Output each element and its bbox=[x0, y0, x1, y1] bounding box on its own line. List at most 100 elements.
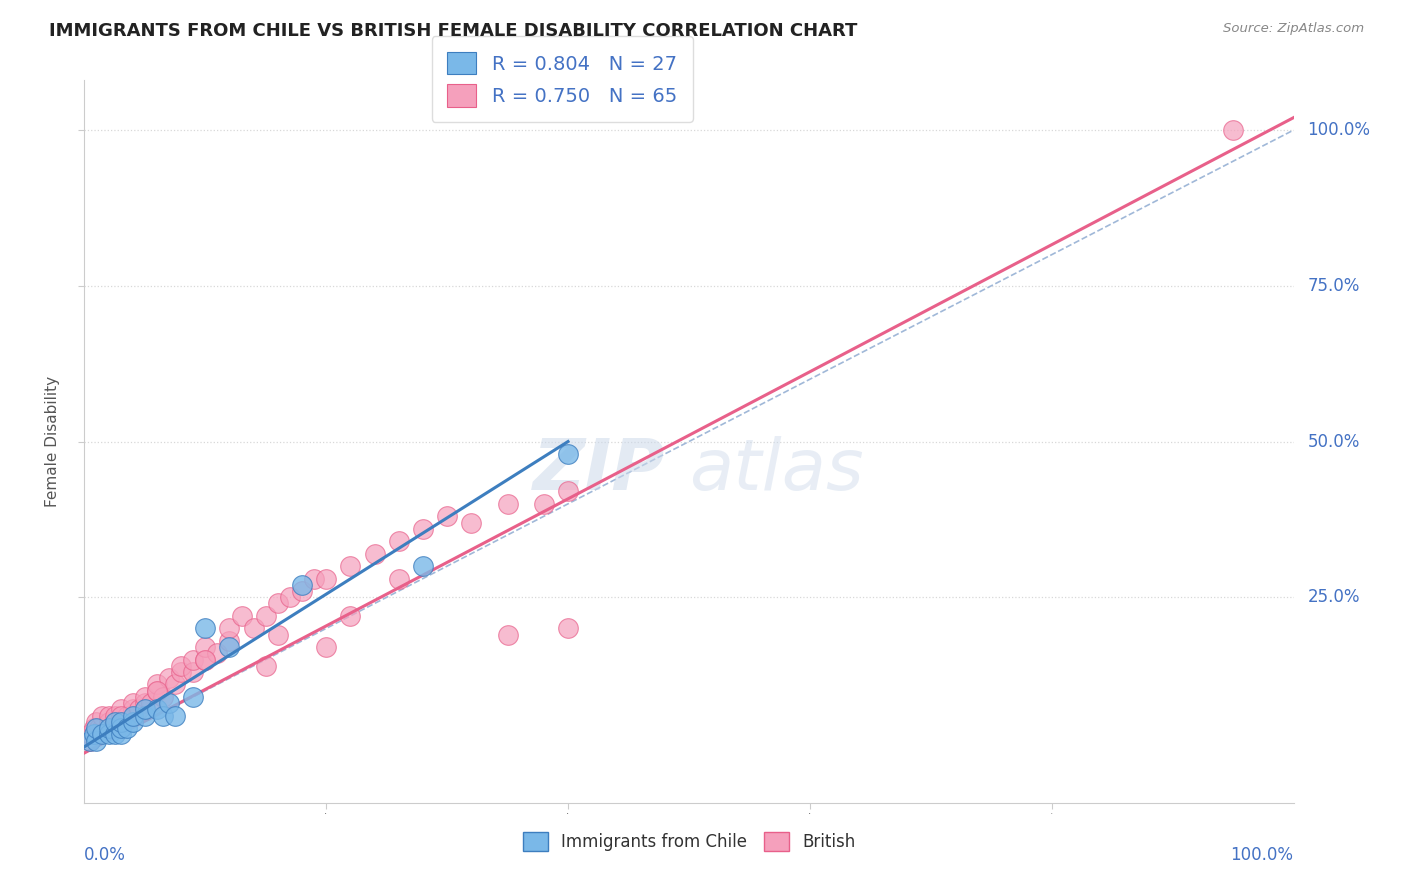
Text: Source: ZipAtlas.com: Source: ZipAtlas.com bbox=[1223, 22, 1364, 36]
Point bbox=[134, 702, 156, 716]
Point bbox=[110, 721, 132, 735]
Point bbox=[218, 633, 240, 648]
Point bbox=[91, 708, 114, 723]
Point bbox=[388, 534, 411, 549]
Point bbox=[146, 702, 169, 716]
Point bbox=[104, 727, 127, 741]
Point bbox=[496, 497, 519, 511]
Point bbox=[121, 696, 143, 710]
Point bbox=[165, 708, 187, 723]
Point bbox=[194, 652, 217, 666]
Point bbox=[412, 559, 434, 574]
Point bbox=[194, 652, 217, 666]
Y-axis label: Female Disability: Female Disability bbox=[45, 376, 60, 508]
Point bbox=[110, 708, 132, 723]
Point bbox=[110, 714, 132, 729]
Text: IMMIGRANTS FROM CHILE VS BRITISH FEMALE DISABILITY CORRELATION CHART: IMMIGRANTS FROM CHILE VS BRITISH FEMALE … bbox=[49, 22, 858, 40]
Point bbox=[533, 497, 555, 511]
Point bbox=[267, 627, 290, 641]
Point bbox=[128, 702, 150, 716]
Point bbox=[412, 522, 434, 536]
Point bbox=[97, 714, 120, 729]
Point bbox=[207, 646, 229, 660]
Point bbox=[302, 572, 325, 586]
Point bbox=[104, 714, 127, 729]
Point bbox=[115, 708, 138, 723]
Point bbox=[267, 597, 290, 611]
Point bbox=[79, 733, 101, 747]
Point bbox=[121, 708, 143, 723]
Point bbox=[218, 640, 240, 654]
Point bbox=[181, 652, 204, 666]
Point bbox=[139, 696, 162, 710]
Point bbox=[388, 572, 411, 586]
Point bbox=[152, 690, 174, 704]
Point bbox=[363, 547, 385, 561]
Point bbox=[339, 609, 361, 624]
Point bbox=[86, 733, 108, 747]
Point bbox=[436, 509, 458, 524]
Point bbox=[86, 727, 108, 741]
Point bbox=[254, 609, 277, 624]
Point bbox=[104, 708, 127, 723]
Point bbox=[83, 721, 105, 735]
Point bbox=[339, 559, 361, 574]
Point bbox=[97, 727, 120, 741]
Point bbox=[86, 714, 108, 729]
Point bbox=[291, 584, 314, 599]
Point bbox=[91, 727, 114, 741]
Point bbox=[181, 690, 204, 704]
Text: 50.0%: 50.0% bbox=[1308, 433, 1360, 450]
Point bbox=[91, 721, 114, 735]
Point bbox=[315, 572, 337, 586]
Point bbox=[165, 677, 187, 691]
Point bbox=[1222, 123, 1244, 137]
Point bbox=[152, 708, 174, 723]
Point bbox=[460, 516, 482, 530]
Point bbox=[146, 683, 169, 698]
Point bbox=[557, 621, 579, 635]
Point bbox=[557, 484, 579, 499]
Point bbox=[121, 702, 143, 716]
Point bbox=[496, 627, 519, 641]
Point bbox=[115, 721, 138, 735]
Point bbox=[110, 727, 132, 741]
Text: 75.0%: 75.0% bbox=[1308, 277, 1360, 295]
Point bbox=[181, 665, 204, 679]
Point bbox=[79, 733, 101, 747]
Point bbox=[170, 665, 193, 679]
Point bbox=[87, 721, 110, 735]
Point bbox=[134, 690, 156, 704]
Point bbox=[134, 696, 156, 710]
Point bbox=[231, 609, 253, 624]
Point bbox=[146, 683, 169, 698]
Point bbox=[97, 721, 120, 735]
Text: ZIP: ZIP bbox=[533, 436, 665, 505]
Point bbox=[194, 640, 217, 654]
Point bbox=[86, 721, 108, 735]
Point bbox=[291, 578, 314, 592]
Point bbox=[79, 727, 101, 741]
Point bbox=[146, 677, 169, 691]
Point bbox=[97, 721, 120, 735]
Text: 100.0%: 100.0% bbox=[1230, 847, 1294, 864]
Point bbox=[254, 658, 277, 673]
Point bbox=[242, 621, 264, 635]
Point bbox=[83, 727, 105, 741]
Point bbox=[121, 714, 143, 729]
Point bbox=[557, 447, 579, 461]
Text: 25.0%: 25.0% bbox=[1308, 588, 1360, 607]
Point bbox=[315, 640, 337, 654]
Point bbox=[104, 714, 127, 729]
Legend: Immigrants from Chile, British: Immigrants from Chile, British bbox=[515, 823, 863, 860]
Text: 0.0%: 0.0% bbox=[84, 847, 127, 864]
Point bbox=[110, 702, 132, 716]
Point bbox=[110, 721, 132, 735]
Point bbox=[194, 621, 217, 635]
Point bbox=[218, 621, 240, 635]
Point bbox=[157, 671, 180, 685]
Point bbox=[170, 658, 193, 673]
Text: atlas: atlas bbox=[689, 436, 863, 505]
Text: 100.0%: 100.0% bbox=[1308, 121, 1371, 139]
Point bbox=[134, 708, 156, 723]
